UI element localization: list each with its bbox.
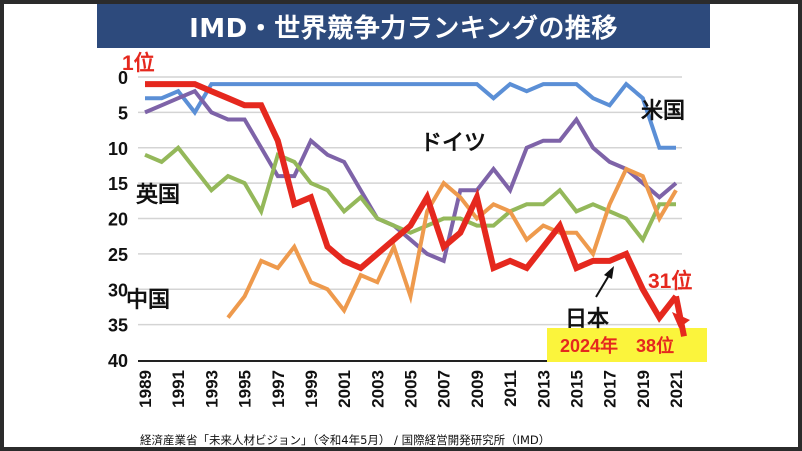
source-citation: 経済産業省「未来人材ビジョン」（令和4年5月） / 国際経営開発研究所（IMD） [140,433,551,447]
series-line-japan [145,81,679,323]
x-tick-label: 2013 [534,370,553,408]
x-tick-label: 2017 [601,370,620,408]
y-tick-label: 25 [108,245,128,265]
legend-label-china: 中国 [126,288,170,313]
japan-arrow-head [604,266,614,279]
y-axis-ticks: 0 5 10 15 20 25 30 35 40 [108,68,128,371]
x-tick-label: 1997 [269,370,288,408]
grid-lines [138,76,682,326]
x-tick-label: 2003 [368,370,387,408]
label-rank-2021: 31位 [648,269,692,293]
highlight-box-2024 [547,328,707,362]
label-first-place: 1位 [122,51,155,75]
series-line-usa [145,81,676,150]
x-tick-label: 2015 [567,370,586,408]
x-tick-label: 1993 [202,370,221,408]
y-tick-label: 30 [108,280,128,300]
series-line-uk [144,144,676,244]
series-line-germany [144,88,678,264]
legend-label-usa: 米国 [641,99,685,124]
x-tick-label: 2021 [667,370,686,408]
x-tick-label: 1991 [169,370,188,408]
x-tick-label: 2009 [468,370,487,408]
legend-label-japan: 日本 [565,307,609,332]
downtrend-arrow-head [672,312,690,328]
x-axis-ticks: 1989 1991 1993 1995 1997 1999 2001 2003 2005 2007… [136,370,686,408]
x-tick-label: 1999 [302,370,321,408]
x-tick-label: 1989 [136,370,155,408]
x-tick-label: 2005 [402,370,421,408]
y-tick-label: 0 [118,68,128,88]
label-rank-2024: 2024年 38位 [560,335,674,356]
series-line-china [226,166,678,319]
x-tick-label: 2007 [435,370,454,408]
y-tick-label: 10 [108,139,128,159]
y-tick-label: 35 [108,316,128,336]
legend-label-germany: ドイツ [420,131,486,156]
slide-frame [4,4,798,447]
chart-title: IMD・世界競争力ランキングの推移 [97,4,710,48]
annotations: 1位 米国 ドイツ 英国 中国 日本 31位 2024年 38位 [122,51,692,356]
x-tick-label: 2011 [501,370,520,407]
y-tick-label: 15 [108,174,128,194]
x-tick-label: 2001 [335,370,354,408]
x-tick-label: 1995 [236,370,255,408]
legend-label-uk: 英国 [136,183,180,208]
y-tick-label: 20 [108,210,128,230]
y-tick-label: 40 [108,351,128,371]
y-tick-label: 5 [118,103,128,123]
x-tick-label: 2019 [634,370,653,408]
series-lines [144,81,687,337]
